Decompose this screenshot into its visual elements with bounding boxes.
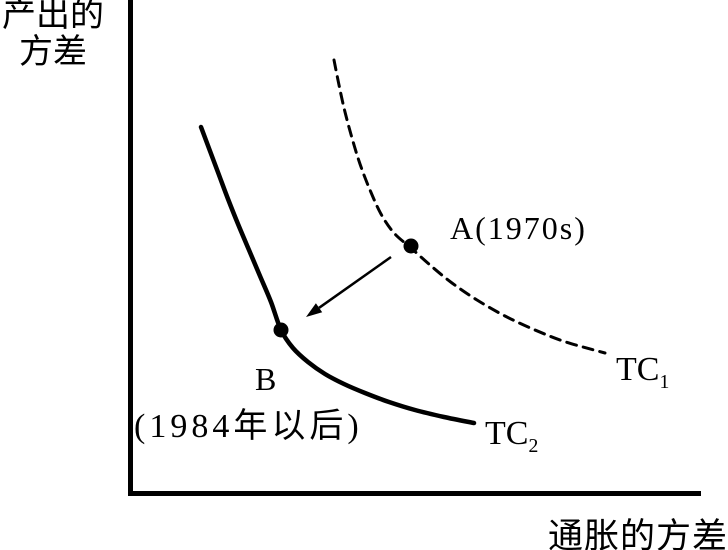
shift-arrow-head [306,303,323,317]
tc1-label-text: TC [616,351,660,388]
curve-tc1-label: TC1 [616,351,669,392]
point-a-label: A(1970s) [450,210,587,246]
y-axis-label: 产出的方差 [2,0,104,71]
point-a-dot [403,238,419,254]
shift-arrow-shaft [318,255,392,309]
curve-tc2-label: TC2 [485,415,538,456]
x-axis-label: 通胀的方差 [547,517,728,550]
curve-tc2 [198,124,477,426]
tc1-label-subscript: 1 [659,370,670,393]
point-b-label: B [255,361,277,397]
point-b-sublabel: (1984年以后) [134,408,363,445]
tc2-label-subscript: 2 [528,434,539,457]
point-b-dot [273,322,289,338]
curve-tc1 [332,58,607,355]
curves-layer [198,58,607,426]
tc2-label-text: TC [485,415,529,452]
